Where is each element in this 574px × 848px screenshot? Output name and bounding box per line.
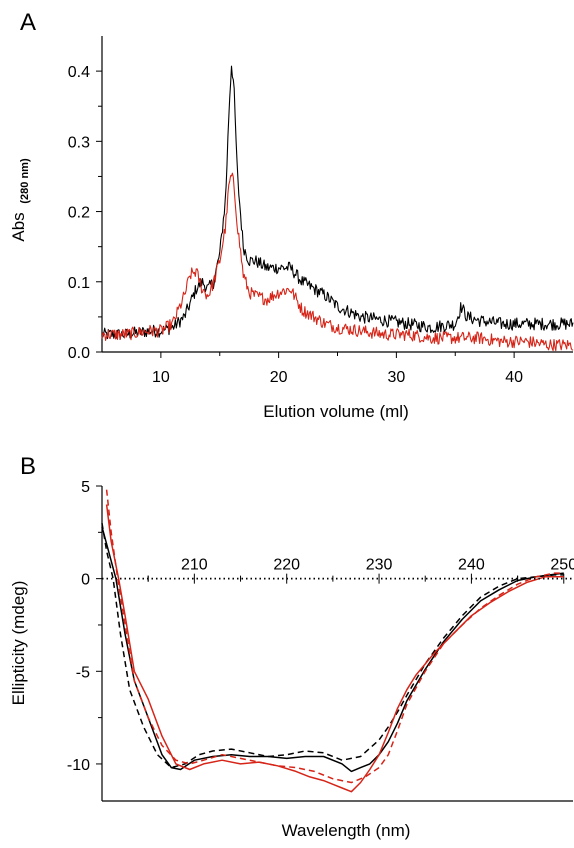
x-tick-label: 210 — [181, 557, 208, 574]
y-tick-label: 0.2 — [68, 205, 90, 222]
series-line-1 — [101, 522, 564, 769]
panel-a-ticks: 0.0 0.1 0.2 0.3 0.4 10 20 30 40 — [68, 64, 523, 386]
panel-a-ylabel: Abs — [9, 212, 28, 241]
panel-a-xlabel: Elution volume (ml) — [263, 402, 409, 421]
panel-b-ylabel: Ellipticity (mdeg) — [9, 581, 28, 706]
y-tick-label: -10 — [67, 757, 90, 774]
svg-text:Abs (280 nm): Abs (280 nm) — [9, 158, 31, 242]
panel-a-series — [101, 65, 574, 352]
y-tick-label: 0.0 — [68, 345, 90, 362]
x-tick-label: 240 — [458, 557, 485, 574]
x-tick-label: 40 — [505, 369, 523, 386]
panel-a-ylabel-sub: (280 nm) — [19, 158, 31, 204]
panel-b-series — [101, 489, 573, 793]
x-tick-label: 20 — [270, 369, 288, 386]
series-line-0 — [101, 65, 574, 340]
series-line-0 — [101, 526, 564, 773]
panel-b-ticks: -10 -5 0 5 210 220 230 240 250 — [67, 479, 574, 774]
series-line-2 — [105, 504, 564, 793]
panel-a: A 0.0 0.1 0.2 0.3 0.4 10 20 30 40 Elution volume… — [9, 9, 574, 421]
panel-a-label: A — [20, 9, 36, 36]
series-line-1 — [101, 172, 574, 352]
x-tick-label: 220 — [273, 557, 300, 574]
y-tick-label: 0.4 — [68, 64, 90, 81]
x-tick-label: 250 — [550, 557, 574, 574]
series-line-3 — [105, 489, 564, 784]
panel-b: B -10 -5 0 5 210 220 230 240 250 Wavelength (nm)… — [9, 453, 574, 840]
y-tick-label: 0.1 — [68, 275, 90, 292]
x-tick-label: 230 — [366, 557, 393, 574]
y-tick-label: 0.3 — [68, 134, 90, 151]
y-tick-label: 0 — [81, 572, 90, 589]
panel-b-label: B — [20, 453, 36, 480]
panel-a-ylabel-group: Abs (280 nm) — [9, 158, 31, 242]
x-tick-label: 10 — [152, 369, 170, 386]
y-tick-label: 5 — [81, 479, 90, 496]
y-tick-label: -5 — [76, 664, 90, 681]
panel-b-xlabel: Wavelength (nm) — [282, 821, 411, 840]
x-tick-label: 30 — [387, 369, 405, 386]
